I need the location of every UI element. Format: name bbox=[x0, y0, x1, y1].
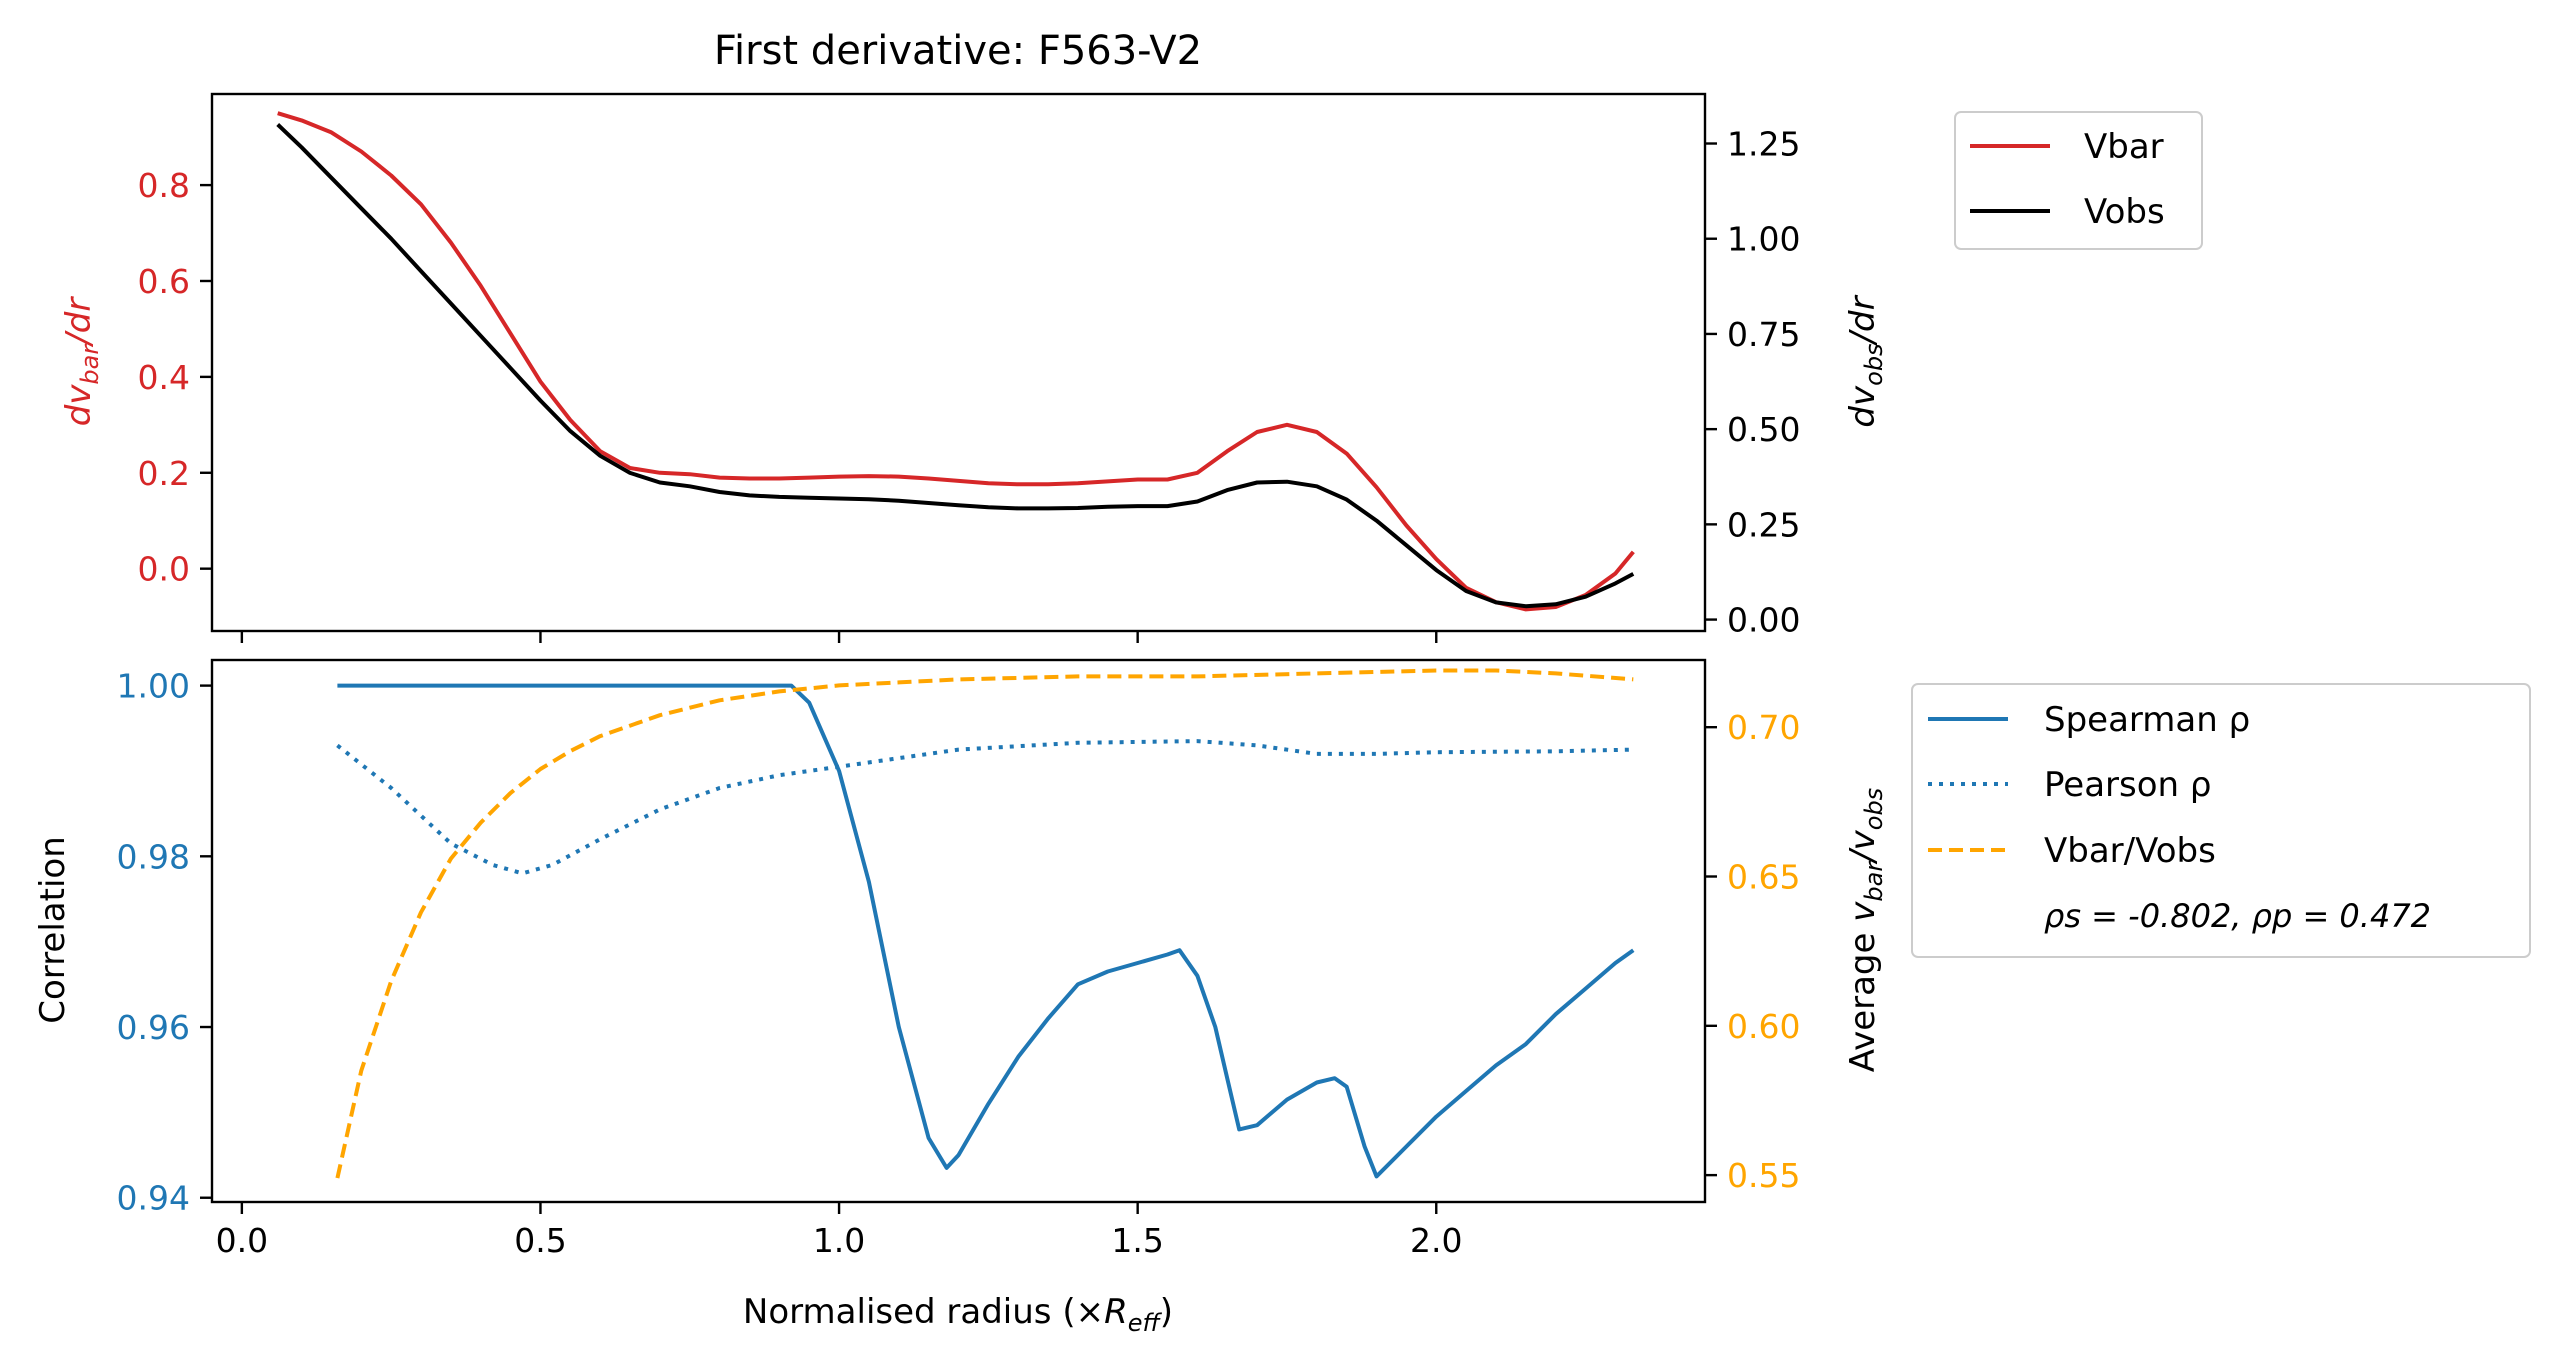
series-line-vbar-vobs bbox=[335, 668, 1634, 1179]
legend-correlation-note: ρs = -0.802, ρp = 0.472 bbox=[2044, 897, 2431, 935]
right-y-tick-label: 1.00 bbox=[1727, 220, 1800, 259]
left-y-tick-label: 0.2 bbox=[138, 454, 190, 493]
right-y-tick-label: 0.00 bbox=[1727, 601, 1800, 640]
right-y-tick-label: 1.25 bbox=[1727, 125, 1800, 164]
right-y-tick-label: 0.75 bbox=[1727, 315, 1800, 354]
x-tick-label: 0.0 bbox=[216, 1221, 268, 1260]
series-line-vobs bbox=[276, 123, 1635, 609]
bottom-plot-lines bbox=[335, 668, 1635, 1179]
x-tick-label: 1.0 bbox=[813, 1221, 865, 1260]
x-tick-label: 0.5 bbox=[514, 1221, 566, 1260]
bottom-x-ticks: 0.0 0.5 1.0 1.5 2.0 bbox=[216, 1202, 1463, 1260]
bottom-xlabel: Normalised radius (×Reff) bbox=[743, 1292, 1173, 1337]
bottom-left-y-ticks: 0.94 0.96 0.98 1.00 bbox=[117, 667, 212, 1218]
bottom-right-y-ticks: 0.55 0.60 0.65 0.70 bbox=[1705, 708, 1800, 1195]
top-right-ylabel: dvobs/dr bbox=[1843, 294, 1888, 427]
left-y-tick-label: 0.6 bbox=[138, 262, 190, 301]
legend-label-pearson: Pearson ρ bbox=[2044, 765, 2211, 805]
bottom-legend: Spearman ρ Pearson ρ Vbar/Vobs ρs = -0.8… bbox=[1911, 683, 2531, 958]
bottom-legend-box bbox=[1911, 683, 2531, 958]
left-y-tick-label: 0.94 bbox=[117, 1179, 190, 1218]
right-y-tick-label: 0.70 bbox=[1727, 708, 1800, 747]
left-y-tick-label: 0.4 bbox=[138, 358, 190, 397]
right-y-tick-label: 0.60 bbox=[1727, 1007, 1800, 1046]
bottom-left-ylabel: Correlation bbox=[33, 836, 73, 1023]
x-tick-label: 2.0 bbox=[1410, 1221, 1462, 1260]
series-line-vbar bbox=[277, 111, 1635, 612]
x-tick-label: 1.5 bbox=[1111, 1221, 1163, 1260]
chart-title: First derivative: F563-V2 bbox=[714, 28, 1202, 74]
legend-label-vobs: Vobs bbox=[2084, 192, 2165, 232]
top-panel: First derivative: F563-V2 0.00.20.40.60.… bbox=[59, 28, 2203, 643]
bottom-panel: 0.0 0.5 1.0 1.5 2.0 0.94 0.96 0.98 1.00 0.55 0.6… bbox=[33, 658, 2531, 1337]
left-y-tick-label: 0.98 bbox=[117, 837, 190, 876]
series-line-spearman bbox=[337, 683, 1635, 1179]
legend-label-spearman: Spearman ρ bbox=[2044, 700, 2250, 740]
top-right-y-ticks: 0.00 0.25 0.50 0.75 1.00 1.25 bbox=[1705, 125, 1800, 640]
left-y-tick-label: 0.0 bbox=[138, 550, 190, 589]
top-left-y-ticks: 0.0 0.2 0.4 0.6 0.8 bbox=[138, 166, 212, 589]
legend-label-vbar: Vbar bbox=[2084, 127, 2164, 167]
bottom-plot-frame bbox=[210, 658, 1707, 1204]
top-x-ticks bbox=[240, 631, 1438, 643]
left-y-tick-label: 0.8 bbox=[138, 166, 190, 205]
left-y-tick-label: 0.96 bbox=[117, 1008, 190, 1047]
legend-label-vbar-vobs: Vbar/Vobs bbox=[2044, 831, 2216, 871]
bottom-right-ylabel: Average vbar/vobs bbox=[1843, 788, 1888, 1072]
left-y-tick-label: 1.00 bbox=[117, 667, 190, 706]
right-y-tick-label: 0.65 bbox=[1727, 858, 1800, 897]
top-legend: Vbar Vobs bbox=[1954, 111, 2203, 250]
top-plot-frame bbox=[210, 92, 1707, 633]
top-legend-box bbox=[1954, 111, 2203, 250]
right-y-tick-label: 0.55 bbox=[1727, 1156, 1800, 1195]
right-y-tick-label: 0.25 bbox=[1727, 505, 1800, 544]
top-plot-lines bbox=[276, 111, 1635, 612]
right-y-tick-label: 0.50 bbox=[1727, 410, 1800, 449]
